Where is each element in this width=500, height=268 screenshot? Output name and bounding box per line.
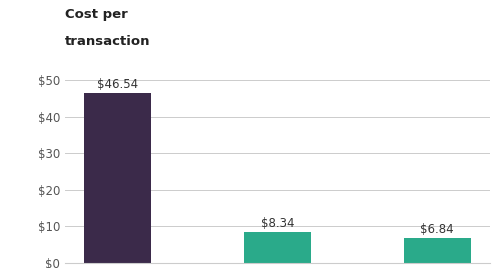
Bar — [84, 93, 152, 263]
Text: Cost per: Cost per — [65, 8, 128, 21]
Bar — [244, 232, 311, 263]
Text: $8.34: $8.34 — [261, 217, 294, 230]
Text: transaction: transaction — [65, 35, 150, 48]
Bar — [404, 238, 470, 263]
Text: $6.84: $6.84 — [420, 222, 454, 236]
Text: $46.54: $46.54 — [98, 78, 138, 91]
